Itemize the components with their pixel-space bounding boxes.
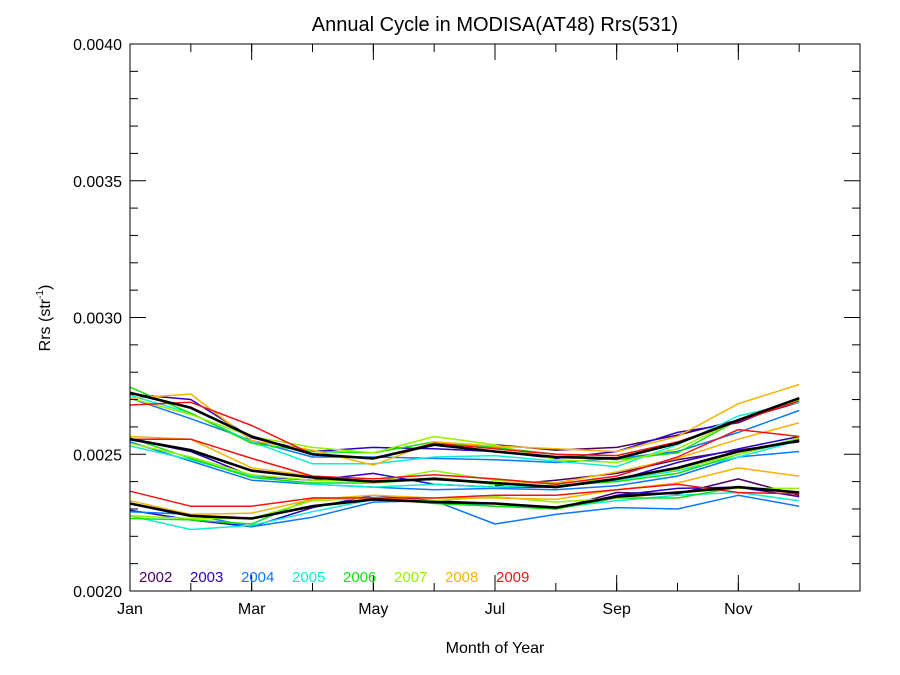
legend-item-2009: 2009 [496,569,529,586]
y-axis-label: Rrs (str-1) [35,285,54,352]
y-tick-label: 0.0030 [73,311,122,328]
x-tick-label: Jan [117,601,143,618]
legend-item-2003: 2003 [190,569,223,586]
legend-item-2008: 2008 [445,569,478,586]
series-line-14 [129,437,800,484]
legend-item-2002: 2002 [139,569,172,586]
series-line-26 [129,485,800,520]
series-line-22 [129,486,800,525]
series-line-8 [129,391,800,460]
y-tick-label: 0.0035 [73,174,122,191]
y-axis-label-superscript: -1 [35,290,46,299]
legend-item-2004: 2004 [241,569,274,586]
x-tick-label: Jul [485,601,505,618]
legend-item-2006: 2006 [343,569,376,586]
chart-title: Annual Cycle in MODISA(AT48) Rrs(531) [312,14,678,36]
series-line-11 [129,441,800,491]
x-axis: Jan Mar May Jul Sep Nov [117,44,800,618]
x-tick-label: May [358,601,388,618]
plot-lines [129,383,800,531]
y-axis: 0.0020 0.0025 0.0030 0.0035 0.0040 [73,37,860,601]
series-line-25 [129,483,800,507]
y-tick-label: 0.0040 [73,37,122,54]
series-line-24 [129,467,800,516]
x-tick-label: Mar [238,601,266,618]
legend-item-2005: 2005 [292,569,325,586]
y-tick-label: 0.0020 [73,584,122,601]
y-axis-label-main: Rrs (str [37,298,54,351]
x-axis-label: Month of Year [446,640,545,657]
legend: 2002 2003 2004 2005 2006 2007 2008 2009 [139,569,529,586]
x-tick-label: Sep [602,601,631,618]
series-line-20 [129,494,800,528]
y-axis-label-close: ) [37,285,54,290]
series-line-12 [129,439,800,488]
y-tick-label: 0.0025 [73,447,122,464]
series-line-17 [129,437,800,489]
x-tick-label: Nov [724,601,752,618]
legend-item-2007: 2007 [394,569,427,586]
series-line-16 [130,428,800,486]
